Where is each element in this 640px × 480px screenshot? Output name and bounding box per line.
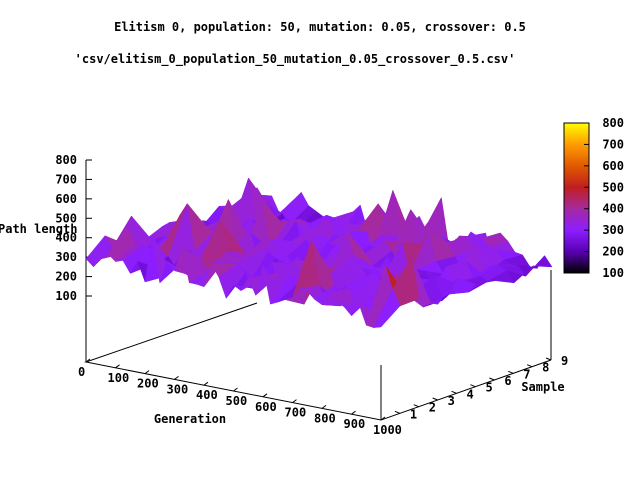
x-tick-mark bbox=[144, 370, 150, 375]
z-axis-label: Path length bbox=[0, 222, 77, 236]
y-tick-mark bbox=[451, 390, 457, 394]
y-tick-mark bbox=[394, 410, 401, 414]
z-tick-label: 100 bbox=[55, 289, 77, 303]
y-tick-mark bbox=[545, 357, 552, 361]
series-label: 'csv/elitism_0_population_50_mutation_0.… bbox=[75, 52, 516, 67]
y-tick-mark bbox=[413, 404, 419, 408]
z-tick-label: 600 bbox=[55, 192, 77, 206]
z-tick-label: 200 bbox=[55, 270, 77, 284]
y-tick-label: 4 bbox=[467, 387, 474, 401]
x-tick-mark bbox=[380, 416, 386, 421]
y-tick-label: 1 bbox=[410, 407, 417, 421]
y-axis-label: Sample bbox=[521, 380, 564, 394]
colorbar-ticks: 100 200 300 400 500 600 700 800 bbox=[584, 116, 624, 280]
x-tick-label: 700 bbox=[285, 406, 307, 420]
y-tick-label: 9 bbox=[561, 354, 568, 368]
y-tick-label: 6 bbox=[504, 374, 511, 388]
x-tick-label: 500 bbox=[226, 394, 248, 408]
x-tick-label: 400 bbox=[196, 388, 218, 402]
y-tick-label: 2 bbox=[429, 401, 436, 415]
surface-facet bbox=[373, 288, 401, 328]
surface-mesh bbox=[85, 177, 553, 328]
y-tick-label: 8 bbox=[542, 361, 549, 375]
colorbar-tick-label: 400 bbox=[602, 202, 624, 216]
x-tick-label: 800 bbox=[314, 411, 336, 425]
y-tick-mark bbox=[526, 364, 533, 368]
chart-title: Elitism 0, population: 50, mutation: 0.0… bbox=[114, 20, 526, 34]
colorbar-tick-label: 600 bbox=[602, 159, 624, 173]
z-tick-label: 500 bbox=[55, 211, 77, 225]
x-tick-label: 900 bbox=[344, 417, 366, 431]
z-tick-label: 300 bbox=[55, 250, 77, 264]
z-tick-label: 700 bbox=[55, 172, 77, 186]
x-axis-label: Generation bbox=[154, 412, 226, 426]
x-tick-mark bbox=[262, 393, 268, 398]
x-tick-mark bbox=[233, 387, 238, 392]
y-tick-label: 7 bbox=[523, 367, 530, 381]
z-tick-label: 800 bbox=[55, 153, 77, 167]
colorbar-tick-label: 300 bbox=[602, 223, 624, 237]
x-tick-label: 300 bbox=[167, 382, 189, 396]
base-frame bbox=[84, 302, 552, 421]
y-tick-mark bbox=[489, 377, 495, 381]
x-tick-label: 0 bbox=[78, 365, 85, 379]
y-tick-mark bbox=[508, 370, 514, 374]
x-tick-mark bbox=[321, 404, 327, 409]
x-tick-mark bbox=[115, 364, 120, 369]
colorbar-tick-label: 700 bbox=[602, 137, 624, 151]
colorbar-tick-label: 100 bbox=[602, 266, 624, 280]
axes-frame bbox=[84, 159, 552, 421]
z-tick-label: 400 bbox=[55, 231, 77, 245]
x-tick-mark bbox=[203, 381, 209, 386]
y-tick-mark bbox=[470, 384, 476, 388]
x-tick-label: 200 bbox=[137, 377, 159, 391]
x-tick-mark bbox=[85, 358, 91, 363]
x-tick-mark bbox=[292, 399, 297, 404]
x-tick-label: 600 bbox=[255, 400, 277, 414]
x-tick-label: 1000 bbox=[373, 423, 402, 437]
y-tick-label: 3 bbox=[448, 394, 455, 408]
x-tick-label: 100 bbox=[108, 371, 130, 385]
colorbar-tick-label: 200 bbox=[602, 245, 624, 259]
y-tick-label: 5 bbox=[485, 381, 492, 395]
x-tick-mark bbox=[174, 375, 179, 380]
y-tick-mark bbox=[432, 397, 438, 401]
colorbar bbox=[563, 122, 590, 274]
tick-labels: 100 200 300 400 500 600 700 800 0 100 200 300 400 500… bbox=[55, 153, 568, 437]
colorbar-tick-label: 800 bbox=[602, 116, 624, 130]
x-tick-mark bbox=[351, 410, 356, 415]
colorbar-tick-label: 500 bbox=[602, 180, 624, 194]
